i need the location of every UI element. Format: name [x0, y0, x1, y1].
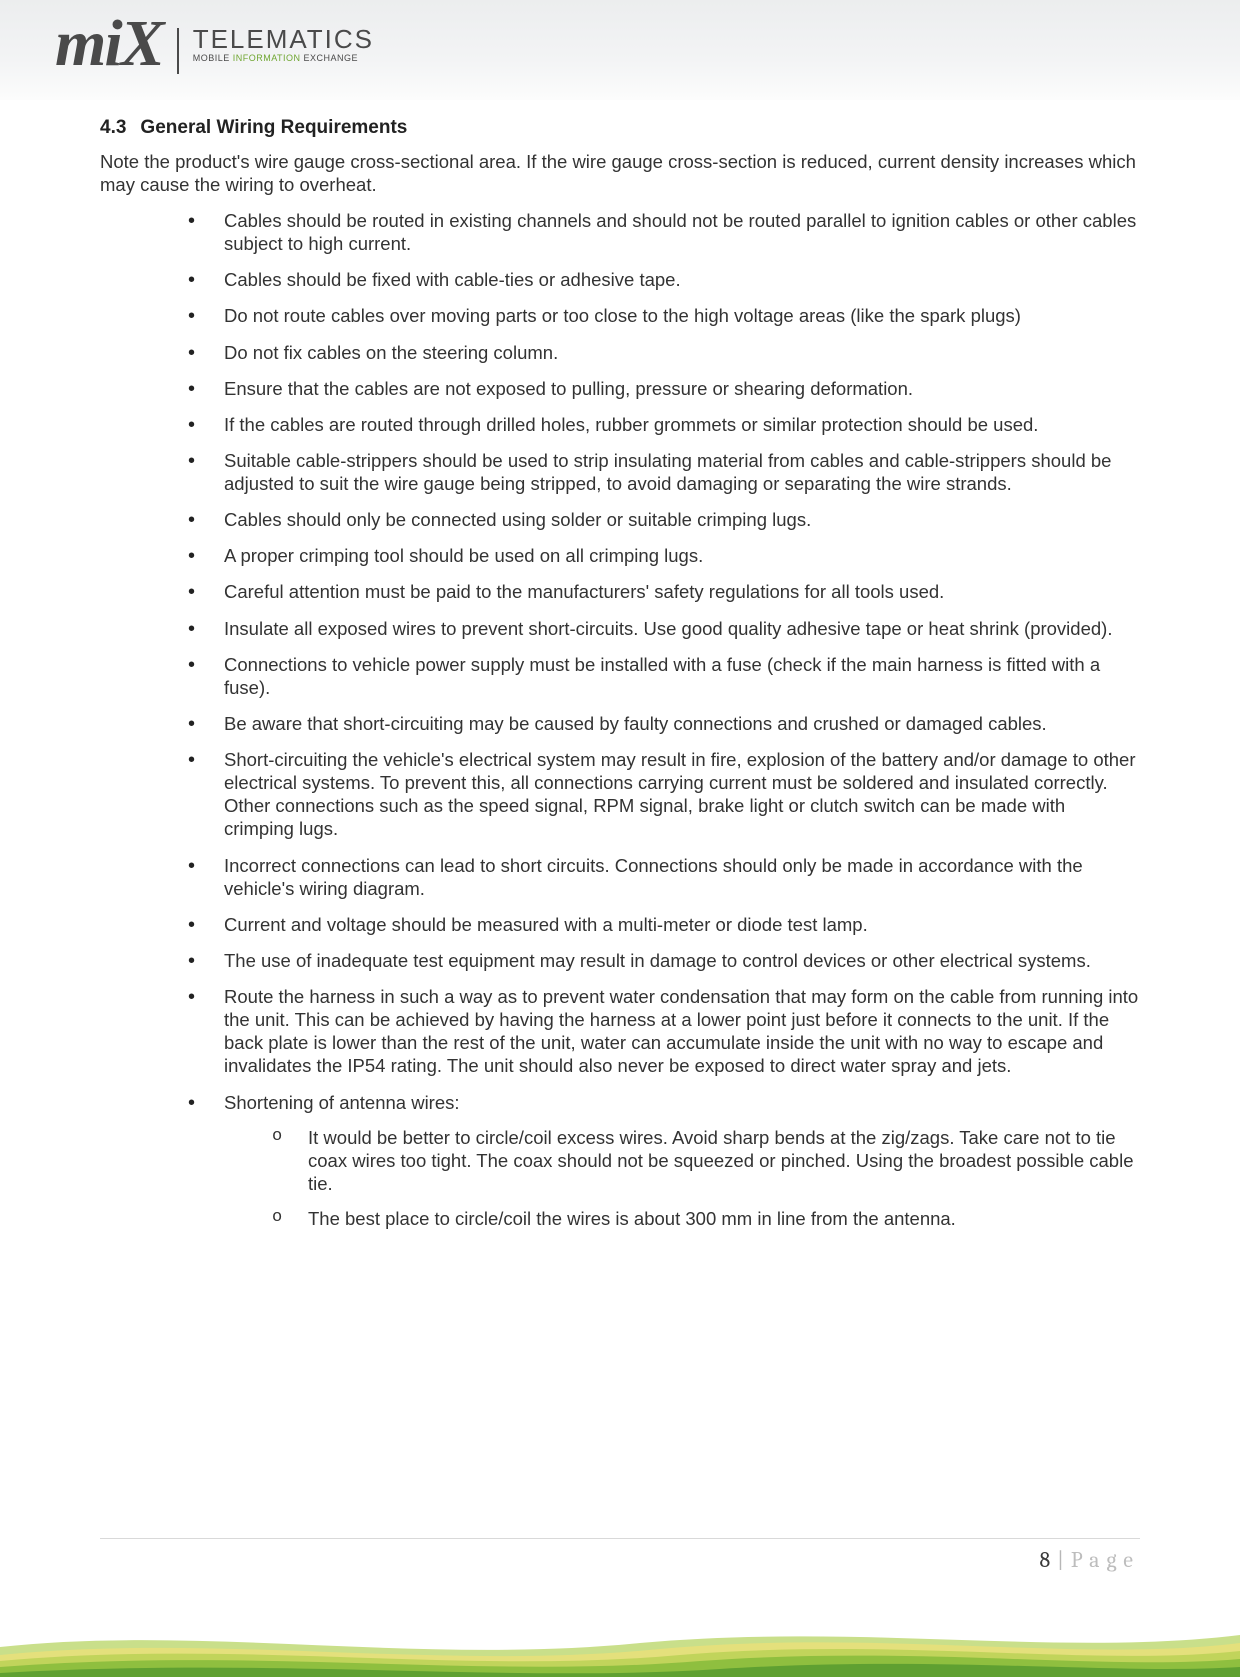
footer-rule: [100, 1538, 1140, 1539]
intro-paragraph: Note the product's wire gauge cross-sect…: [100, 150, 1140, 196]
list-item: Connections to vehicle power supply must…: [188, 653, 1140, 699]
list-item: Ensure that the cables are not exposed t…: [188, 377, 1140, 400]
brand-logo: miX TELEMATICS MOBILE INFORMATION EXCHAN…: [55, 18, 1240, 74]
list-item: Cables should be routed in existing chan…: [188, 209, 1140, 255]
sub-list-item: It would be better to circle/coil excess…: [272, 1126, 1140, 1195]
page: miX TELEMATICS MOBILE INFORMATION EXCHAN…: [0, 0, 1240, 1677]
page-num-value: 8: [1040, 1547, 1051, 1573]
list-item-text: Shortening of antenna wires:: [224, 1092, 460, 1113]
bullet-list: Cables should be routed in existing chan…: [100, 209, 1140, 1230]
list-item: If the cables are routed through drilled…: [188, 413, 1140, 436]
logo-mark: miX: [55, 18, 163, 71]
section-heading: 4.3 General Wiring Requirements: [100, 116, 1140, 140]
list-item: Shortening of antenna wires: It would be…: [188, 1091, 1140, 1231]
list-item: Do not route cables over moving parts or…: [188, 304, 1140, 327]
list-item: Incorrect connections can lead to short …: [188, 854, 1140, 900]
heading-number: 4.3: [100, 116, 126, 140]
list-item: Route the harness in such a way as to pr…: [188, 985, 1140, 1078]
heading-text: General Wiring Requirements: [140, 116, 407, 140]
list-item: Cables should only be connected using so…: [188, 508, 1140, 531]
logo-subtitle: MOBILE INFORMATION EXCHANGE: [193, 53, 374, 63]
page-num-label: Page: [1071, 1547, 1140, 1573]
footer-wave-graphic: [0, 1605, 1240, 1677]
logo-text: TELEMATICS MOBILE INFORMATION EXCHANGE: [193, 24, 374, 63]
sub-bullet-list: It would be better to circle/coil excess…: [224, 1126, 1140, 1231]
list-item: Insulate all exposed wires to prevent sh…: [188, 617, 1140, 640]
logo-sub-green: INFORMATION: [233, 53, 301, 63]
content-area: 4.3 General Wiring Requirements Note the…: [0, 100, 1240, 1230]
list-item: Careful attention must be paid to the ma…: [188, 580, 1140, 603]
list-item: A proper crimping tool should be used on…: [188, 544, 1140, 567]
list-item: Be aware that short-circuiting may be ca…: [188, 712, 1140, 735]
list-item: Cables should be fixed with cable-ties o…: [188, 268, 1140, 291]
logo-sub-post: EXCHANGE: [301, 53, 359, 63]
page-number: 8 | Page: [1040, 1547, 1141, 1573]
page-num-sep: |: [1057, 1547, 1064, 1573]
logo-title: TELEMATICS: [193, 24, 374, 55]
list-item: Do not fix cables on the steering column…: [188, 341, 1140, 364]
header-band: miX TELEMATICS MOBILE INFORMATION EXCHAN…: [0, 0, 1240, 100]
list-item: The use of inadequate test equipment may…: [188, 949, 1140, 972]
list-item: Short-circuiting the vehicle's electrica…: [188, 748, 1140, 841]
logo-divider: [177, 28, 179, 74]
list-item: Suitable cable-strippers should be used …: [188, 449, 1140, 495]
sub-list-item: The best place to circle/coil the wires …: [272, 1207, 1140, 1230]
logo-sub-pre: MOBILE: [193, 53, 233, 63]
list-item: Current and voltage should be measured w…: [188, 913, 1140, 936]
